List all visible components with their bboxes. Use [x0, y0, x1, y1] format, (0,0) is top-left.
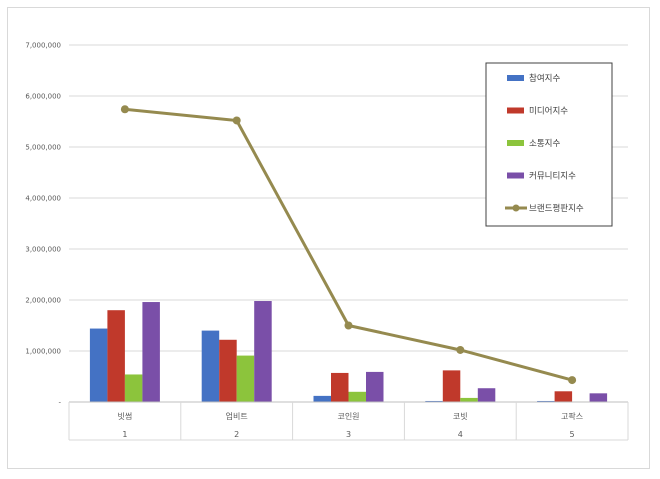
y-tick-label: 4,000,000 — [25, 195, 61, 203]
bar — [425, 400, 443, 402]
bar — [89, 328, 108, 402]
x-category-index: 4 — [458, 430, 463, 439]
legend-swatch — [507, 172, 524, 179]
y-axis-ticks: 7,000,000 6,000,000 5,000,000 4,000,000 3,00… — [25, 42, 61, 407]
legend-swatch — [507, 107, 524, 114]
bar — [477, 388, 496, 402]
line-point — [120, 105, 129, 114]
legend-label: 참여지수 — [529, 73, 560, 84]
x-category-index: 2 — [234, 430, 239, 439]
bar — [589, 393, 608, 402]
y-tick-label: 1,000,000 — [25, 348, 61, 356]
bar — [442, 370, 461, 402]
y-tick-label: 7,000,000 — [25, 42, 61, 50]
bar — [331, 372, 349, 402]
bar — [107, 310, 125, 402]
legend-label: 브랜드평판지수 — [529, 203, 584, 214]
legend-swatch — [507, 140, 524, 146]
x-axis: 빗썸 1 업비트 2 코인원 3 코빗 4 고팍스 5 — [68, 401, 629, 441]
bar — [142, 302, 160, 402]
y-tick-label: 3,000,000 — [25, 246, 61, 254]
y-tick-label: 6,000,000 — [25, 93, 61, 101]
x-category-index: 3 — [346, 430, 351, 439]
bar — [254, 301, 272, 402]
line-point — [232, 116, 241, 125]
y-tick-label: 2,000,000 — [25, 297, 61, 305]
legend-swatch — [507, 75, 524, 81]
line-point — [568, 376, 577, 385]
y-tick-label: - — [58, 399, 61, 407]
bar — [124, 374, 143, 402]
x-category-label: 코빗 — [453, 412, 468, 421]
x-category-label: 고팍스 — [561, 411, 583, 421]
bar — [219, 339, 237, 402]
bar-series — [89, 301, 608, 402]
bar — [236, 355, 255, 402]
legend-label: 소통지수 — [529, 139, 560, 149]
x-category-label: 빗썸 — [118, 412, 133, 421]
bar — [460, 397, 478, 402]
x-category-label: 업비트 — [226, 412, 248, 421]
line-point — [344, 321, 353, 330]
line-point — [456, 345, 465, 354]
line-series — [120, 105, 577, 385]
x-category-label: 코인원 — [337, 411, 359, 421]
x-category-index: 5 — [570, 430, 575, 439]
x-category-index: 1 — [122, 430, 127, 439]
bar — [554, 391, 573, 402]
bar — [313, 395, 331, 402]
legend-line-marker — [512, 204, 520, 212]
bar — [537, 400, 555, 402]
bar — [366, 371, 384, 402]
bar — [348, 391, 366, 402]
bar — [201, 330, 220, 402]
y-tick-label: 5,000,000 — [25, 144, 61, 152]
legend-label: 미디어지수 — [529, 106, 568, 117]
legend-label: 커뮤니티지수 — [529, 171, 576, 182]
